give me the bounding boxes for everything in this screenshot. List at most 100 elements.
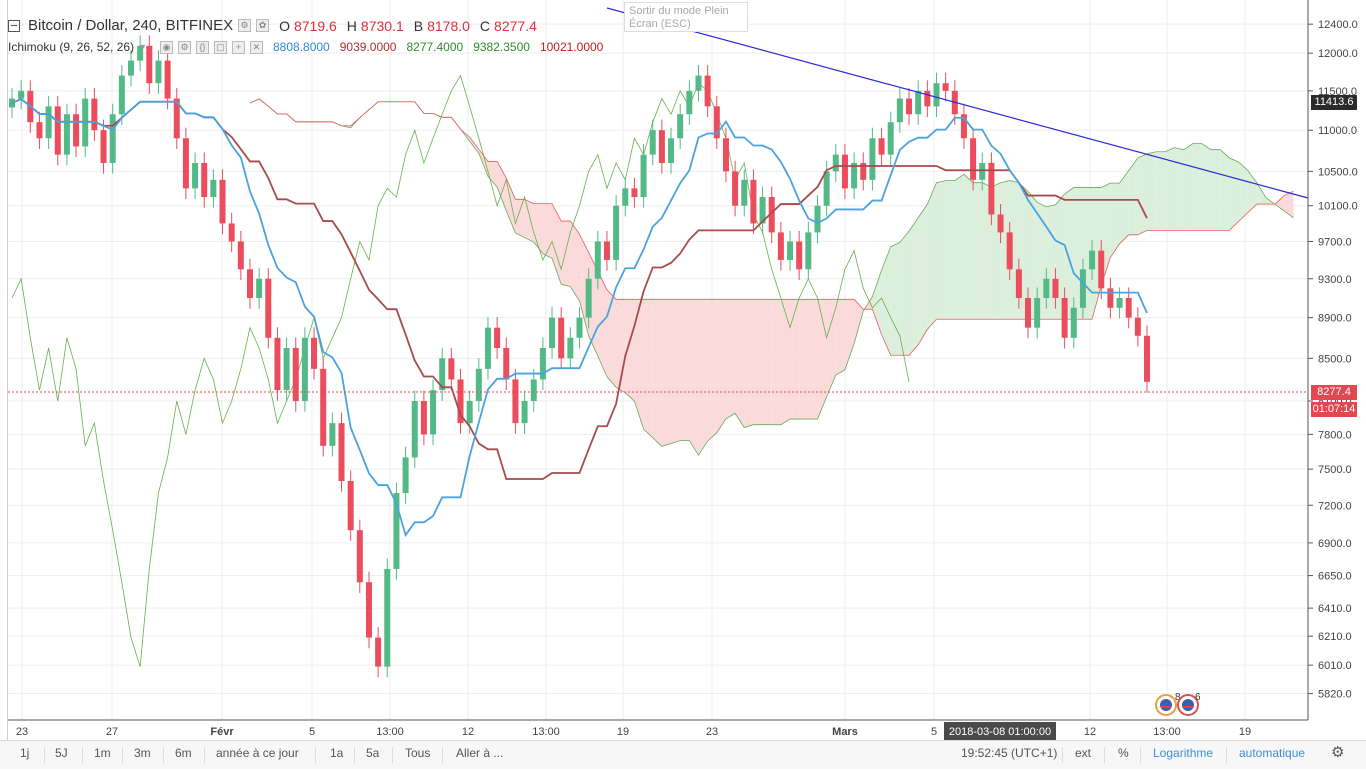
add-icon[interactable]: + <box>232 40 245 54</box>
ichimoku-lines <box>11 97 1148 538</box>
candle-bullish <box>896 98 903 123</box>
price-tick-label: 9300.0 <box>1318 274 1352 286</box>
cloud-segment <box>1229 157 1239 231</box>
crosshair-time-label: 2018-03-08 01:00:00 <box>949 726 1051 738</box>
more-icon[interactable]: ▢ <box>214 40 227 54</box>
candle-bullish <box>887 122 894 155</box>
source-icon[interactable]: {} <box>196 40 209 54</box>
candle-bullish <box>979 162 986 180</box>
range-ytd[interactable]: année à ce jour <box>216 746 299 760</box>
range-5y[interactable]: 5a <box>366 746 380 760</box>
gear-icon[interactable]: ⚙ <box>1331 744 1345 761</box>
event-badge-1[interactable]: 8 <box>1155 692 1181 716</box>
candle-bearish <box>906 98 913 115</box>
high-value: 8730.1 <box>360 17 404 34</box>
clock-timezone[interactable]: 19:52:45 (UTC+1) <box>961 746 1058 760</box>
settings-mini-icon[interactable]: ⚙ <box>238 19 252 32</box>
tooltip-line-1: Sortir du mode Plein <box>629 5 729 17</box>
indicator-dropdown-icon[interactable]: ▼ <box>138 42 147 52</box>
candle-bearish <box>54 106 61 155</box>
high-label: H <box>346 17 357 34</box>
cloud-segment <box>835 299 845 376</box>
candle-bearish <box>860 162 867 180</box>
candle-bearish <box>603 241 610 260</box>
candle-bearish <box>631 188 638 198</box>
range-1y[interactable]: 1a <box>330 746 344 760</box>
candle-bullish <box>539 348 546 380</box>
cloud-segment <box>469 137 479 154</box>
range-1d[interactable]: 1j <box>20 746 30 760</box>
candle-bullish <box>439 358 446 391</box>
ichimoku-cloud <box>249 98 1294 456</box>
symbol-title[interactable]: Bitcoin / Dollar, 240, BITFINEX <box>28 17 234 34</box>
range-5d[interactable]: 5J <box>55 746 68 760</box>
price-tick-label: 6010.0 <box>1318 660 1352 672</box>
candle-bearish <box>768 197 775 233</box>
candle-bearish <box>750 179 757 224</box>
ext-toggle[interactable]: ext <box>1075 746 1092 760</box>
candle-bearish <box>246 269 253 298</box>
candle-bearish <box>796 241 803 270</box>
close-icon[interactable]: ✕ <box>250 40 263 54</box>
cloud-segment <box>1128 157 1138 235</box>
candle-bullish <box>283 348 290 391</box>
candle-bullish <box>594 241 601 279</box>
candle-bullish <box>668 138 675 163</box>
range-6m[interactable]: 6m <box>175 746 192 760</box>
cloud-segment <box>707 299 717 442</box>
settings-icon[interactable]: ⚙ <box>178 40 191 54</box>
price-tick-label: 6650.0 <box>1318 571 1352 583</box>
candle-bullish <box>192 162 199 189</box>
price-tick-label: 8900.0 <box>1318 313 1352 325</box>
candle-bullish <box>1043 278 1050 298</box>
cloud-segment <box>661 299 672 447</box>
cloud-segment <box>1220 149 1230 231</box>
candlesticks <box>9 35 1150 678</box>
candle-bearish <box>201 162 208 198</box>
candle-bullish <box>832 154 839 172</box>
candle-bullish <box>1089 250 1096 270</box>
price-tick-label: 6210.0 <box>1318 631 1352 643</box>
cloud-segment <box>799 299 809 420</box>
candle-bullish <box>585 278 592 318</box>
price-tick-label: 8500.0 <box>1318 353 1352 365</box>
candle-bearish <box>146 45 153 84</box>
cloud-segment <box>1211 149 1221 231</box>
auto-scale-toggle[interactable]: automatique <box>1239 746 1306 760</box>
price-axis-area[interactable] <box>1308 0 1366 720</box>
candle-bearish <box>1144 335 1150 382</box>
indicator-title[interactable]: Ichimoku (9, 26, 52, 26) <box>8 40 135 54</box>
percent-toggle[interactable]: % <box>1118 746 1129 760</box>
collapse-legend-icon[interactable] <box>8 19 20 32</box>
event-badge-2[interactable]: 6 <box>1177 692 1201 716</box>
span-a-value: 9382.3500 <box>473 40 530 54</box>
goto-date-button[interactable]: Aller à ... <box>456 746 504 760</box>
candle-bearish <box>1134 317 1141 336</box>
candle-bearish <box>219 179 226 224</box>
cloud-segment <box>570 221 580 301</box>
log-scale-toggle[interactable]: Logarithme <box>1153 746 1214 760</box>
separator <box>122 747 123 763</box>
tooltip-line-2: Écran (ESC) <box>629 18 691 30</box>
candle-bullish <box>9 98 15 108</box>
candle-bearish <box>1015 269 1022 298</box>
candle-bullish <box>521 401 528 424</box>
separator <box>1062 747 1063 763</box>
cloud-segment <box>643 299 653 438</box>
cloud-segment <box>1110 183 1120 258</box>
separator <box>163 747 164 763</box>
time-tick-label: 13:00 <box>376 726 404 738</box>
candle-bullish <box>576 317 583 338</box>
candle-bullish <box>759 197 766 224</box>
trendline[interactable] <box>606 7 1309 199</box>
range-all[interactable]: Tous <box>405 746 431 760</box>
price-chart[interactable]: 12400.0 12000.0 11500.0 11000.0 10500.0 10100… <box>0 0 1366 740</box>
range-1m[interactable]: 1m <box>94 746 111 760</box>
eye-icon[interactable]: ◉ <box>160 40 173 54</box>
range-3m[interactable]: 3m <box>134 746 151 760</box>
gear-mini-icon[interactable]: ✿ <box>256 19 270 32</box>
cloud-segment <box>1247 170 1257 213</box>
candle-bullish <box>677 114 684 139</box>
cloud-segment <box>771 299 781 425</box>
candle-bearish <box>704 75 711 107</box>
